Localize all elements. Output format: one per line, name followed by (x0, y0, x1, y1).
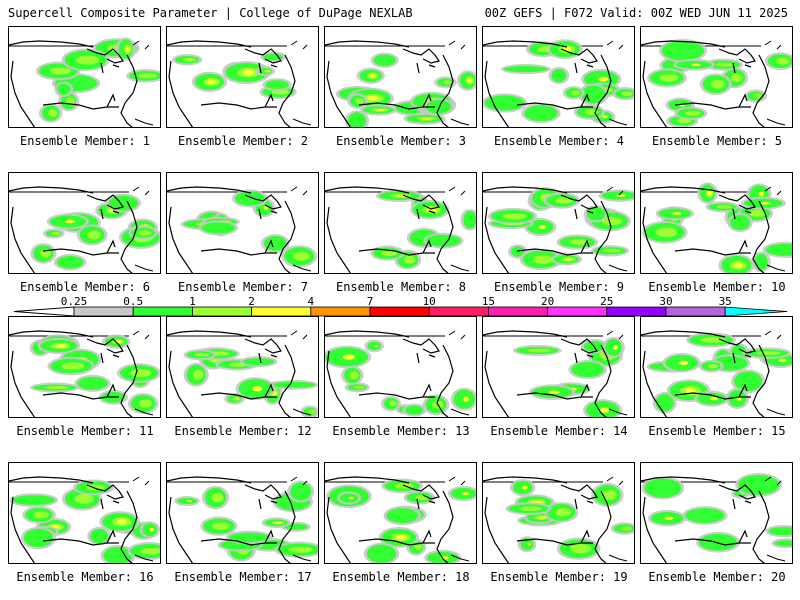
member-caption: Ensemble Member: 3 (335, 134, 467, 148)
member-caption: Ensemble Member: 6 (19, 280, 151, 294)
member-caption: Ensemble Member: 1 (19, 134, 151, 148)
ensemble-member-map (640, 26, 793, 128)
colorbar-tick-label: 7 (367, 296, 374, 308)
ensemble-member-map (482, 462, 635, 564)
ensemble-member-map (324, 172, 477, 274)
colorbar-segment (606, 306, 667, 317)
member-caption: Ensemble Member: 11 (16, 424, 154, 438)
colorbar-segment (369, 306, 430, 317)
map-title: Supercell Composite Parameter | College … (8, 6, 413, 20)
colorbar-segment (665, 306, 726, 317)
colorbar-segment (73, 306, 134, 317)
member-caption: Ensemble Member: 13 (332, 424, 470, 438)
colorbar-segment (251, 306, 312, 317)
colorbar-segment (547, 306, 608, 317)
ensemble-member-map (482, 26, 635, 128)
ensemble-member-map (324, 316, 477, 418)
member-caption: Ensemble Member: 10 (648, 280, 786, 294)
ensemble-member-map (482, 316, 635, 418)
colorbar-tick-label: 30 (659, 296, 672, 308)
colorbar-tick-label: 4 (307, 296, 314, 308)
colorbar-tick-label: 35 (719, 296, 732, 308)
member-caption: Ensemble Member: 15 (648, 424, 786, 438)
ensemble-member-map (8, 462, 161, 564)
member-caption: Ensemble Member: 2 (177, 134, 309, 148)
colorbar-segment (310, 306, 371, 317)
colorbar-tick-label: 0.5 (123, 296, 143, 308)
ensemble-member-map (640, 462, 793, 564)
member-caption: Ensemble Member: 20 (648, 570, 786, 584)
ensemble-member-map (166, 26, 319, 128)
color-scale-legend: 0.25 0.5 1 2 4 7 10 15 20 25 30 35 (13, 296, 788, 317)
member-caption: Ensemble Member: 8 (335, 280, 467, 294)
colorbar-segment (132, 306, 193, 317)
ensemble-member-map (324, 462, 477, 564)
member-caption: Ensemble Member: 9 (493, 280, 625, 294)
colorbar-tick-label: 0.25 (61, 296, 88, 308)
colorbar-tick-label: 2 (248, 296, 255, 308)
member-caption: Ensemble Member: 14 (490, 424, 628, 438)
ensemble-member-map (640, 172, 793, 274)
member-caption: Ensemble Member: 16 (16, 570, 154, 584)
colorbar-tick-label: 20 (541, 296, 554, 308)
member-caption: Ensemble Member: 17 (174, 570, 312, 584)
ensemble-member-map (640, 316, 793, 418)
colorbar-tick-label: 25 (600, 296, 613, 308)
member-caption: Ensemble Member: 18 (332, 570, 470, 584)
colorbar-segment (487, 306, 548, 317)
colorbar-tick-label: 10 (423, 296, 436, 308)
member-caption: Ensemble Member: 12 (174, 424, 312, 438)
member-caption: Ensemble Member: 7 (177, 280, 309, 294)
colorbar-tick-label: 1 (189, 296, 196, 308)
run-valid-time: 00Z GEFS | F072 Valid: 00Z WED JUN 11 20… (484, 6, 788, 20)
colorbar-segment (191, 306, 252, 317)
colorbar-right-arrow (724, 306, 788, 317)
member-caption: Ensemble Member: 19 (490, 570, 628, 584)
colorbar-segment (428, 306, 489, 317)
colorbar-tick-label: 15 (482, 296, 495, 308)
ensemble-member-map (8, 172, 161, 274)
ensemble-member-map (8, 316, 161, 418)
ensemble-member-map (324, 26, 477, 128)
ensemble-member-map (482, 172, 635, 274)
ensemble-member-map (8, 26, 161, 128)
colorbar-left-arrow (13, 306, 75, 317)
ensemble-member-map (166, 462, 319, 564)
ensemble-member-map (166, 316, 319, 418)
member-caption: Ensemble Member: 4 (493, 134, 625, 148)
ensemble-member-map (166, 172, 319, 274)
member-caption: Ensemble Member: 5 (651, 134, 783, 148)
